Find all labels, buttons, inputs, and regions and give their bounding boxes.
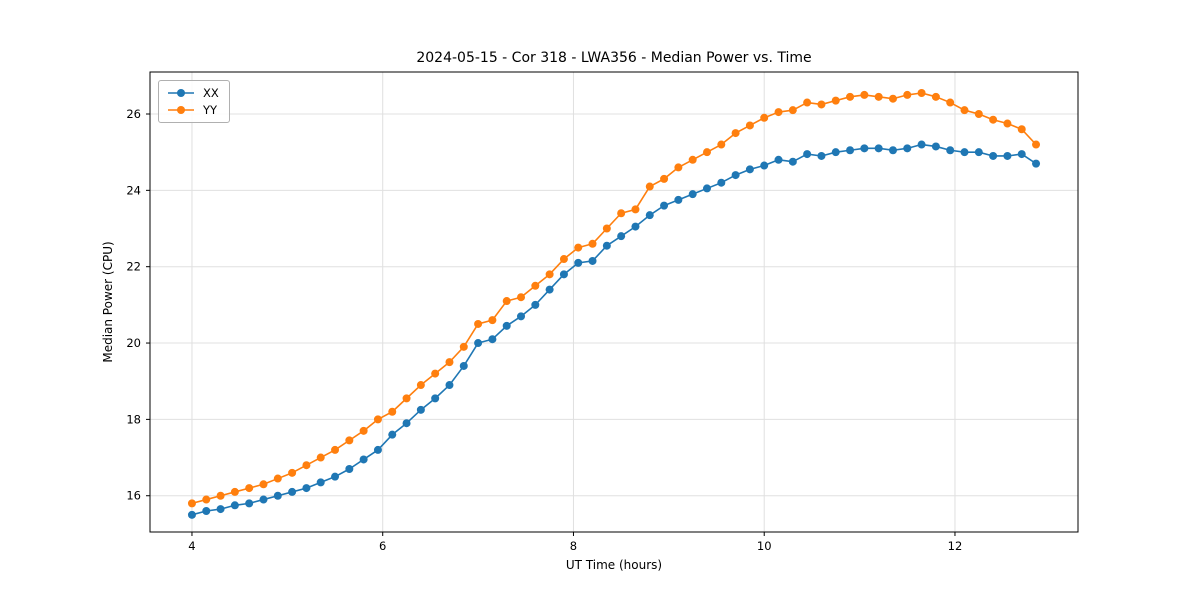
svg-text:8: 8 (570, 539, 577, 553)
svg-text:10: 10 (757, 539, 772, 553)
svg-text:12: 12 (948, 539, 963, 553)
svg-text:22: 22 (126, 260, 141, 274)
legend-item-yy: YY (166, 103, 219, 117)
svg-text:18: 18 (126, 412, 141, 426)
x-axis-label: UT Time (hours) (565, 558, 663, 572)
xx-line-marker-icon (168, 89, 194, 97)
yy-line-marker-icon (168, 106, 194, 114)
legend-label-xx: XX (203, 86, 219, 100)
legend-item-xx: XX (166, 86, 219, 100)
svg-text:20: 20 (126, 336, 141, 350)
svg-text:4: 4 (188, 539, 195, 553)
y-axis-label: Median Power (CPU) (101, 241, 115, 363)
legend-label-yy: YY (203, 103, 218, 117)
svg-text:24: 24 (126, 183, 141, 197)
svg-text:6: 6 (379, 539, 386, 553)
svg-text:16: 16 (126, 489, 141, 503)
chart-title: 2024-05-15 - Cor 318 - LWA356 - Median P… (416, 50, 812, 66)
svg-text:26: 26 (126, 107, 141, 121)
legend: XX YY (158, 80, 230, 123)
